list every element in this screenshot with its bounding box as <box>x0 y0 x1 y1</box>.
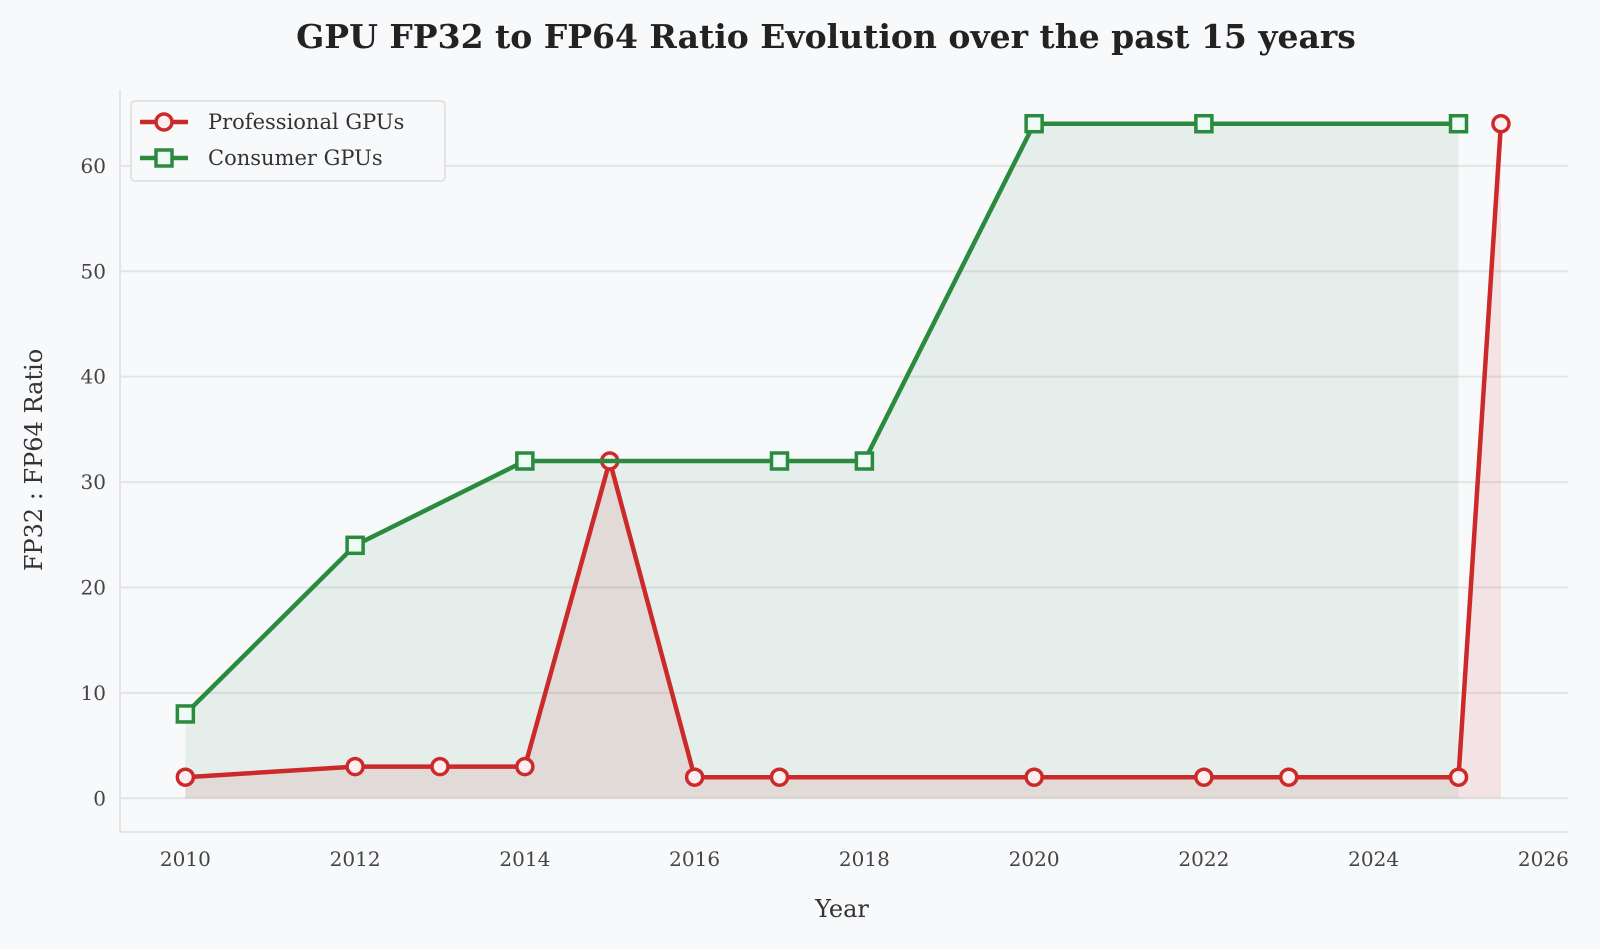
x-tick-label: 2014 <box>499 847 550 871</box>
x-tick-label: 2016 <box>669 847 720 871</box>
data-point <box>769 767 790 787</box>
data-point <box>1024 113 1044 134</box>
data-point <box>430 756 450 777</box>
x-axis-label: Year <box>814 895 869 923</box>
x-tick-label: 2026 <box>1518 847 1569 871</box>
data-point <box>854 451 875 471</box>
series-line <box>185 123 1504 780</box>
data-point <box>1024 767 1044 787</box>
data-point <box>684 767 705 787</box>
data-point <box>1194 767 1214 787</box>
legend-marker <box>154 148 174 168</box>
series-line <box>183 121 1459 716</box>
data-point <box>345 756 365 777</box>
data-point <box>175 704 196 724</box>
y-tick-label: 30 <box>81 470 106 494</box>
x-tick-label: 2024 <box>1348 847 1399 871</box>
x-tick-label: 2010 <box>160 847 211 871</box>
legend: Professional GPUs Consumer GPUs <box>130 100 446 182</box>
x-tick-label: 2018 <box>839 847 890 871</box>
legend-box <box>130 100 446 182</box>
y-tick-label: 50 <box>81 259 106 283</box>
y-tick-label: 60 <box>81 154 106 178</box>
y-tick-label: 0 <box>93 786 106 810</box>
y-tick-label: 40 <box>81 365 106 389</box>
x-tick-label: 2020 <box>1009 847 1060 871</box>
data-point <box>769 451 790 471</box>
data-point <box>1279 767 1299 787</box>
series-fill <box>185 123 1459 799</box>
y-tick-label: 10 <box>81 681 106 705</box>
x-tick-label: 2012 <box>330 847 381 871</box>
y-tick-label: 20 <box>81 575 106 599</box>
y-axis-label: FP32 : FP64 Ratio <box>20 349 48 571</box>
x-tick-label: 2022 <box>1178 847 1229 871</box>
data-point <box>515 756 535 777</box>
data-point <box>515 451 535 471</box>
data-point <box>1448 767 1469 787</box>
chart-title: GPU FP32 to FP64 Ratio Evolution over th… <box>296 17 1356 56</box>
data-point <box>1491 113 1511 134</box>
data-point <box>345 535 365 556</box>
data-point <box>1448 113 1469 134</box>
legend-marker <box>154 112 174 132</box>
legend-label: Professional GPUs <box>208 110 404 134</box>
data-point <box>1194 113 1214 134</box>
legend-label: Consumer GPUs <box>208 146 383 170</box>
data-point <box>175 767 196 787</box>
